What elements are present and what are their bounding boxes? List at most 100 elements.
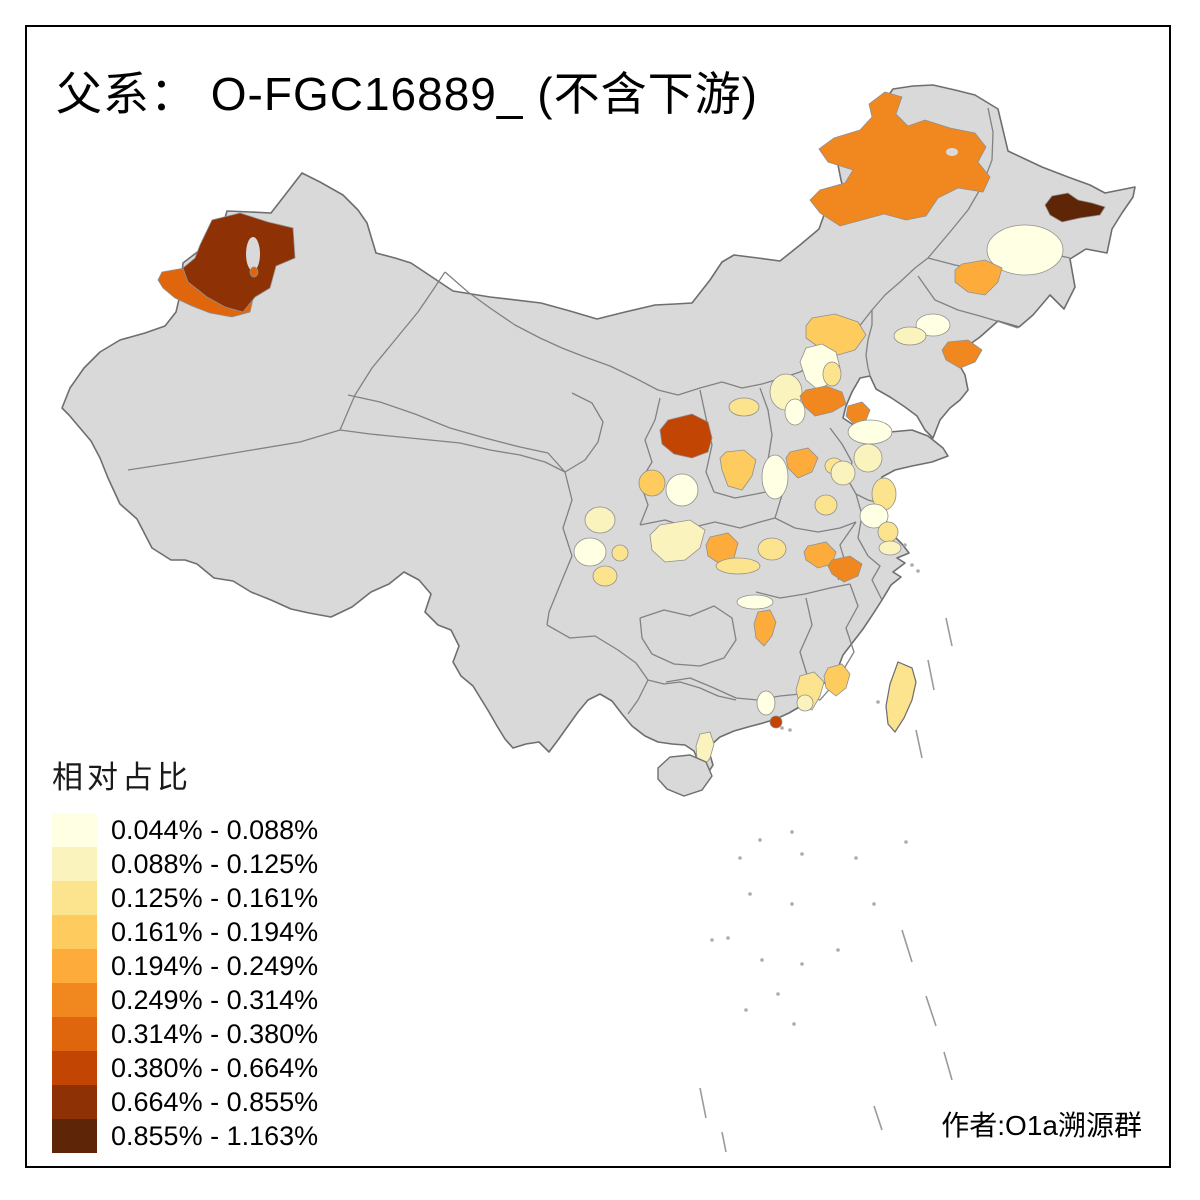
legend-label: 0.855% - 1.163% bbox=[111, 1121, 319, 1151]
province-border bbox=[347, 394, 549, 454]
legend-title: 相对占比 bbox=[52, 760, 192, 795]
map-region-henan-north bbox=[785, 447, 819, 479]
province-border bbox=[127, 429, 341, 471]
map-region-bortala-shihezi bbox=[182, 212, 296, 313]
map-region-hulunbuir bbox=[809, 91, 991, 227]
map-region-sichuan-center-pale bbox=[611, 544, 629, 562]
legend-row: 0.161% - 0.194% bbox=[52, 915, 318, 949]
legend-rows: 0.044% - 0.088% 0.088% - 0.125% 0.125% - 0… bbox=[52, 813, 318, 1153]
sea-dash-segment bbox=[945, 617, 953, 647]
legend-swatch-7 bbox=[52, 1017, 97, 1051]
map-region-yanan-shaanxi bbox=[659, 413, 713, 459]
map-region-shanxi-south bbox=[719, 449, 757, 491]
legend-swatch-10 bbox=[52, 1119, 97, 1153]
map-region-beijing-east-pale bbox=[822, 361, 842, 387]
map-region-siping-pale bbox=[893, 326, 927, 346]
map-region-tongliao-cream bbox=[915, 313, 951, 337]
map-region-shanghai-pale bbox=[878, 540, 902, 556]
small-island-dot bbox=[758, 838, 762, 842]
legend-swatch-2 bbox=[52, 847, 97, 881]
sea-dash-segment bbox=[925, 995, 937, 1027]
map-region-xinjiang-dot bbox=[249, 266, 259, 278]
map-region-hubei-west-strip bbox=[715, 557, 761, 575]
legend-row: 0.088% - 0.125% bbox=[52, 847, 318, 881]
province-border bbox=[917, 275, 1019, 329]
legend-label: 0.088% - 0.125% bbox=[111, 849, 319, 879]
mainland-china-shape bbox=[61, 84, 1136, 777]
legend: 相对占比 0.044% - 0.088% 0.088% - 0.125% 0.125… bbox=[52, 752, 318, 1153]
small-island-dot bbox=[800, 962, 804, 966]
province-border bbox=[339, 271, 446, 431]
legend-label: 0.161% - 0.194% bbox=[111, 917, 319, 947]
small-island-dot bbox=[910, 563, 914, 567]
legend-label: 0.194% - 0.249% bbox=[111, 951, 319, 981]
small-island-dot bbox=[760, 958, 764, 962]
island-hainan bbox=[657, 754, 713, 797]
map-region-tianjin-cangzhou bbox=[799, 385, 847, 417]
small-island-dot bbox=[792, 1022, 796, 1026]
legend-label: 0.380% - 0.664% bbox=[111, 1053, 319, 1083]
map-region-sichuan-north-pale bbox=[584, 506, 616, 534]
province-border bbox=[867, 555, 883, 601]
province-border bbox=[546, 624, 649, 715]
map-region-henan-east-pale bbox=[830, 460, 856, 486]
map-region-hulunbuir-gap bbox=[946, 148, 958, 156]
map-region-yichun-cream bbox=[986, 224, 1064, 276]
map-region-hebei-south-cream bbox=[784, 398, 806, 426]
small-island-dot bbox=[748, 892, 752, 896]
legend-row: 0.314% - 0.380% bbox=[52, 1017, 318, 1051]
small-island-dot bbox=[903, 543, 907, 547]
small-island-dot bbox=[836, 948, 840, 952]
province-border bbox=[639, 605, 737, 667]
province-border bbox=[699, 389, 715, 493]
legend-label: 0.044% - 0.088% bbox=[111, 815, 319, 845]
sea-dash-segment bbox=[927, 659, 935, 691]
legend-row: 0.194% - 0.249% bbox=[52, 949, 318, 983]
province-border bbox=[339, 429, 566, 473]
legend-row: 0.125% - 0.161% bbox=[52, 881, 318, 915]
sea-dash-segment bbox=[699, 1087, 707, 1119]
map-region-taiyuan-pale bbox=[728, 397, 760, 417]
small-island-dot bbox=[744, 1008, 748, 1012]
sea-dash-segment bbox=[721, 1131, 727, 1153]
map-region-taiwan bbox=[885, 661, 917, 733]
map-region-jilin-changchun bbox=[954, 259, 1003, 296]
attribution-text: 作者:O1a溯源群 bbox=[941, 1110, 1142, 1141]
legend-row: 0.855% - 1.163% bbox=[52, 1119, 318, 1153]
map-region-guyuan-ningxia bbox=[638, 469, 666, 497]
legend-row: 0.380% - 0.664% bbox=[52, 1051, 318, 1085]
province-border bbox=[639, 494, 783, 529]
legend-swatch-6 bbox=[52, 983, 97, 1017]
map-region-jiangsu-south-pale bbox=[877, 521, 899, 543]
legend-row: 0.664% - 0.855% bbox=[52, 1085, 318, 1119]
small-island-dot bbox=[854, 856, 858, 860]
province-border bbox=[546, 471, 573, 626]
small-island-dot bbox=[738, 856, 742, 860]
province-border bbox=[639, 397, 661, 526]
map-region-sichuan-west-cream bbox=[573, 537, 607, 567]
small-island-dot bbox=[790, 902, 794, 906]
sea-dash-segment bbox=[915, 729, 923, 759]
map-region-guangzhou-cream bbox=[756, 690, 776, 716]
small-island-dot bbox=[726, 936, 730, 940]
sea-dash-segment bbox=[901, 929, 913, 963]
map-region-ne-heilongjiang bbox=[1044, 192, 1106, 223]
map-region-liaoning-coastal bbox=[941, 339, 983, 369]
small-island-dot bbox=[780, 726, 784, 730]
map-region-xinjiang-lake-gap bbox=[246, 237, 260, 271]
legend-row: 0.249% - 0.314% bbox=[52, 983, 318, 1017]
small-island-dot bbox=[904, 840, 908, 844]
map-region-jiangsu-center-cream bbox=[859, 503, 889, 529]
small-island-dot bbox=[800, 852, 804, 856]
small-island-dot bbox=[776, 992, 780, 996]
province-border bbox=[865, 310, 873, 376]
legend-label: 0.249% - 0.314% bbox=[111, 985, 319, 1015]
province-border bbox=[755, 583, 851, 599]
map-region-enshi-pale bbox=[757, 537, 787, 561]
page-title: 父系： O-FGC16889_ (不含下游) bbox=[56, 68, 758, 120]
map-region-fujian-south bbox=[823, 663, 851, 697]
legend-swatch-9 bbox=[52, 1085, 97, 1119]
small-island-dot bbox=[790, 830, 794, 834]
